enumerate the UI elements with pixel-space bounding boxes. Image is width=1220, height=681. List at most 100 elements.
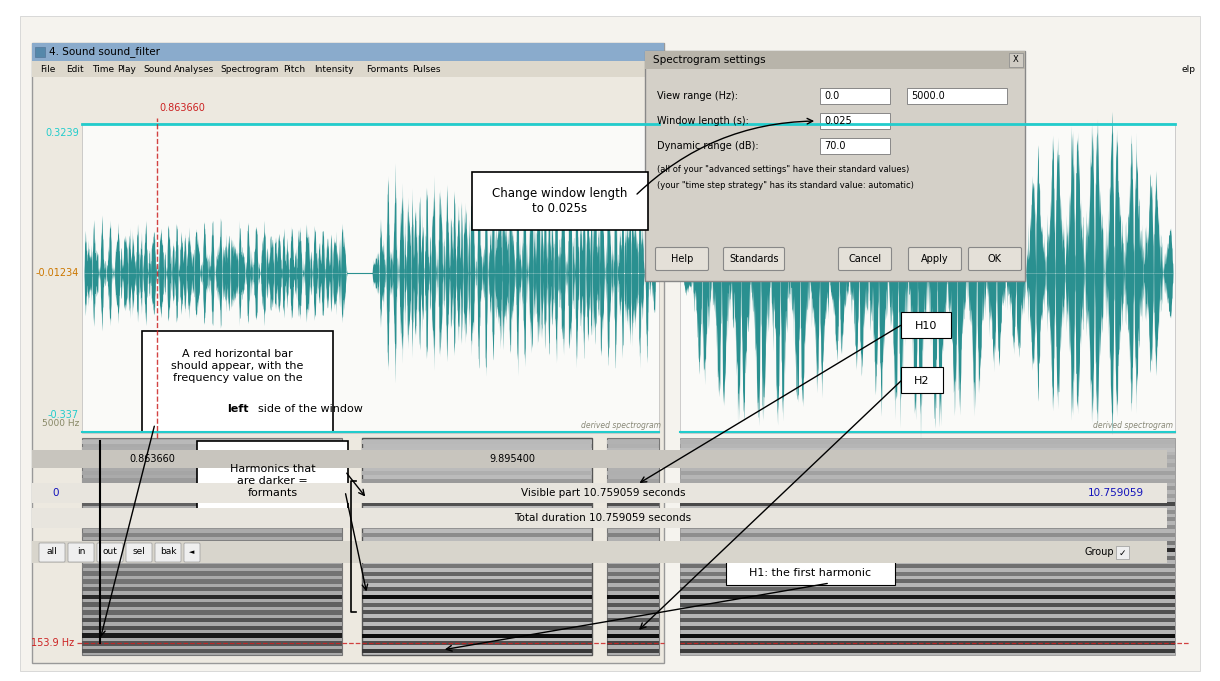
Text: 9.895400: 9.895400 <box>489 454 536 464</box>
Text: Help: Help <box>671 254 693 264</box>
Text: Edit: Edit <box>66 65 83 74</box>
FancyBboxPatch shape <box>362 440 592 444</box>
Text: 10.759059: 10.759059 <box>1088 488 1144 498</box>
FancyBboxPatch shape <box>82 518 342 522</box>
Text: Total duration 10.759059 seconds: Total duration 10.759059 seconds <box>515 513 692 523</box>
FancyBboxPatch shape <box>32 43 664 61</box>
FancyBboxPatch shape <box>362 463 592 467</box>
Text: Apply: Apply <box>921 254 949 264</box>
FancyBboxPatch shape <box>608 642 659 646</box>
Text: Spectrogram settings: Spectrogram settings <box>653 55 766 65</box>
FancyBboxPatch shape <box>680 548 1175 552</box>
Text: Dynamic range (dB):: Dynamic range (dB): <box>658 141 759 151</box>
FancyBboxPatch shape <box>680 533 1175 537</box>
FancyBboxPatch shape <box>82 509 342 513</box>
FancyBboxPatch shape <box>902 312 952 338</box>
FancyBboxPatch shape <box>608 571 659 575</box>
FancyBboxPatch shape <box>645 51 1025 281</box>
Text: 0.3239: 0.3239 <box>45 128 79 138</box>
Text: ✓: ✓ <box>1119 548 1126 558</box>
FancyBboxPatch shape <box>680 580 1175 584</box>
FancyBboxPatch shape <box>82 455 342 460</box>
FancyBboxPatch shape <box>608 603 659 607</box>
FancyBboxPatch shape <box>32 541 1168 563</box>
FancyBboxPatch shape <box>155 543 181 562</box>
FancyBboxPatch shape <box>608 440 659 444</box>
FancyBboxPatch shape <box>680 603 1175 607</box>
Text: derived spectrogram: derived spectrogram <box>581 421 661 430</box>
FancyBboxPatch shape <box>82 649 342 653</box>
Text: elp: elp <box>1181 65 1196 74</box>
Text: Pulses: Pulses <box>412 65 440 74</box>
FancyBboxPatch shape <box>608 618 659 622</box>
FancyBboxPatch shape <box>362 502 592 506</box>
FancyBboxPatch shape <box>68 543 94 562</box>
Text: Pitch: Pitch <box>283 65 305 74</box>
FancyBboxPatch shape <box>32 508 1168 528</box>
Text: 0.0: 0.0 <box>824 91 839 101</box>
FancyBboxPatch shape <box>680 610 1175 614</box>
FancyBboxPatch shape <box>608 595 659 599</box>
FancyBboxPatch shape <box>126 543 152 562</box>
FancyBboxPatch shape <box>820 138 891 154</box>
FancyBboxPatch shape <box>362 471 592 475</box>
FancyBboxPatch shape <box>680 463 1175 467</box>
FancyBboxPatch shape <box>39 543 65 562</box>
FancyBboxPatch shape <box>680 486 1175 490</box>
FancyBboxPatch shape <box>608 633 659 637</box>
Text: 70.0: 70.0 <box>824 141 845 151</box>
Text: X: X <box>1013 55 1019 65</box>
FancyBboxPatch shape <box>680 556 1175 560</box>
FancyBboxPatch shape <box>820 113 891 129</box>
FancyBboxPatch shape <box>608 463 659 467</box>
FancyBboxPatch shape <box>608 533 659 537</box>
Text: Spectrogram: Spectrogram <box>221 65 279 74</box>
FancyBboxPatch shape <box>608 580 659 584</box>
FancyBboxPatch shape <box>82 642 342 646</box>
FancyBboxPatch shape <box>680 595 1175 599</box>
FancyBboxPatch shape <box>82 479 342 483</box>
FancyBboxPatch shape <box>362 533 592 537</box>
FancyBboxPatch shape <box>608 486 659 490</box>
Text: out: out <box>102 548 117 556</box>
FancyBboxPatch shape <box>608 479 659 483</box>
Text: Cancel: Cancel <box>848 254 882 264</box>
Text: 5000 Hz: 5000 Hz <box>41 419 79 428</box>
Text: Standards: Standards <box>730 254 778 264</box>
FancyBboxPatch shape <box>82 610 342 614</box>
FancyBboxPatch shape <box>608 587 659 591</box>
FancyBboxPatch shape <box>608 649 659 653</box>
Text: derived spectrogram: derived spectrogram <box>1093 421 1172 430</box>
FancyBboxPatch shape <box>838 247 892 270</box>
FancyBboxPatch shape <box>32 483 1168 503</box>
FancyBboxPatch shape <box>82 595 342 599</box>
FancyBboxPatch shape <box>98 543 123 562</box>
Text: Change window length
to 0.025s: Change window length to 0.025s <box>493 187 627 215</box>
FancyBboxPatch shape <box>608 556 659 560</box>
FancyBboxPatch shape <box>472 172 648 230</box>
FancyBboxPatch shape <box>680 456 1175 460</box>
FancyBboxPatch shape <box>680 618 1175 622</box>
FancyBboxPatch shape <box>362 626 592 630</box>
Text: 0.863660: 0.863660 <box>129 454 174 464</box>
FancyBboxPatch shape <box>608 438 659 655</box>
Text: 0.863660: 0.863660 <box>159 103 205 113</box>
FancyBboxPatch shape <box>362 649 592 653</box>
FancyBboxPatch shape <box>196 441 348 522</box>
FancyBboxPatch shape <box>362 509 592 513</box>
FancyBboxPatch shape <box>680 626 1175 630</box>
FancyBboxPatch shape <box>82 525 342 529</box>
FancyBboxPatch shape <box>362 486 592 490</box>
FancyBboxPatch shape <box>362 556 592 560</box>
Text: ◄: ◄ <box>189 549 195 555</box>
Text: 5000.0: 5000.0 <box>911 91 944 101</box>
FancyBboxPatch shape <box>362 438 592 655</box>
FancyBboxPatch shape <box>608 518 659 522</box>
FancyBboxPatch shape <box>608 471 659 475</box>
FancyBboxPatch shape <box>608 456 659 460</box>
Text: Play: Play <box>117 65 137 74</box>
FancyBboxPatch shape <box>82 618 342 622</box>
FancyBboxPatch shape <box>680 541 1175 545</box>
Text: (your "time step strategy" has its standard value: automatic): (your "time step strategy" has its stand… <box>658 182 914 191</box>
FancyBboxPatch shape <box>82 603 342 607</box>
